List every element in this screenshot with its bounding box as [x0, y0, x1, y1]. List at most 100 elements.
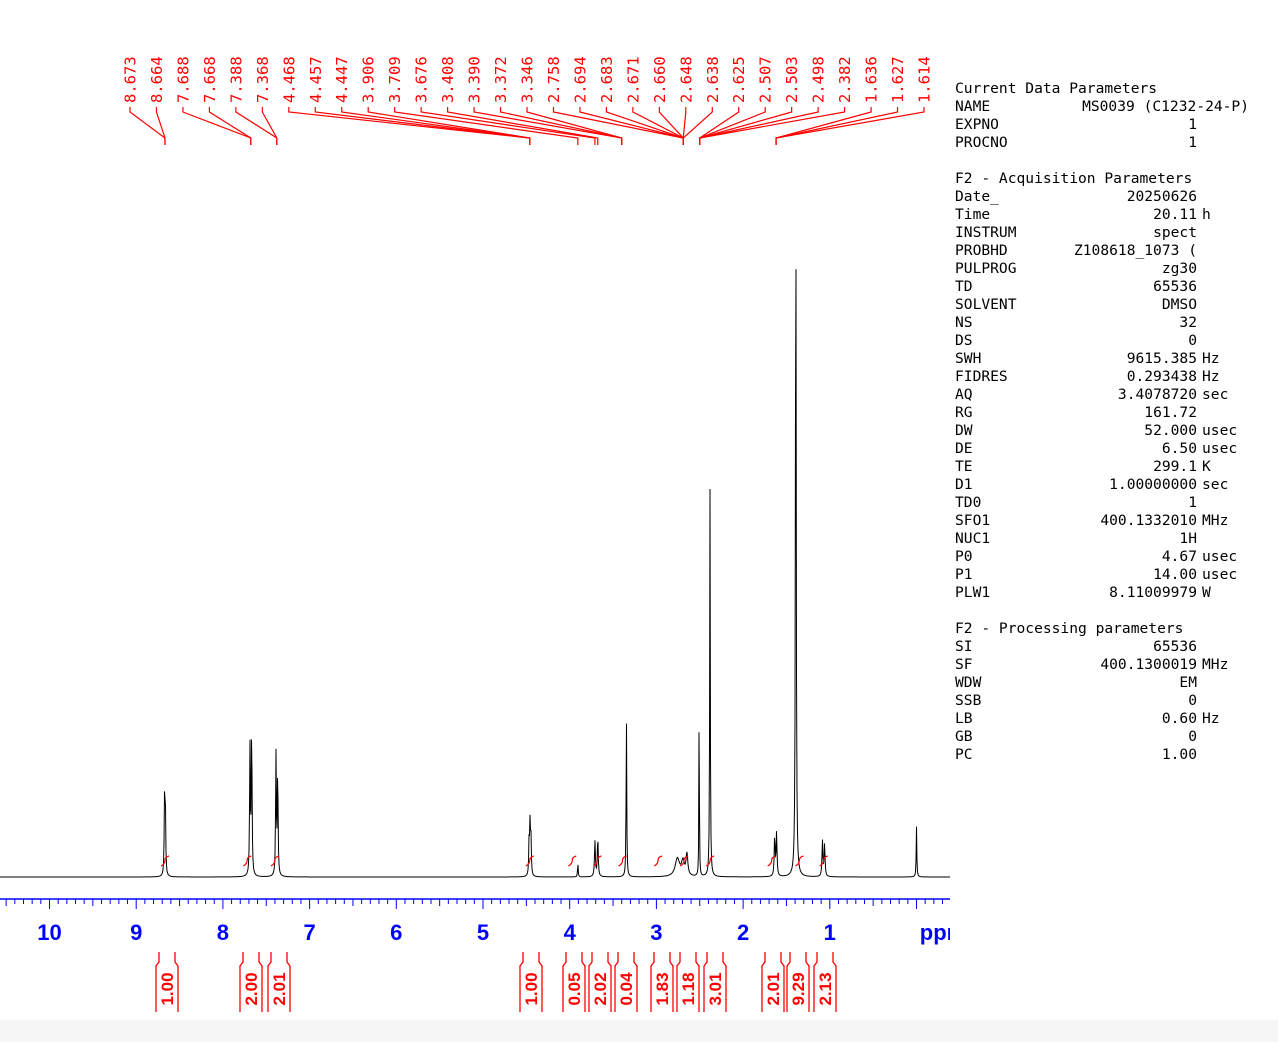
peak-label: 7.368	[254, 56, 272, 103]
integral-value: 0.05	[565, 972, 584, 1005]
param-value: 1	[1188, 134, 1197, 151]
param-row: DE 6.50 usec	[955, 440, 1275, 458]
integral-bracket	[562, 952, 586, 1012]
integral-value: 1.18	[679, 972, 698, 1005]
ppm-axis: 10 9 8 7 6 5 4 3 2 1 ppm	[0, 898, 950, 945]
peak-label: 3.906	[360, 56, 378, 103]
processing-params-title: F2 - Processing parameters	[955, 620, 1184, 637]
param-key: TD0	[955, 494, 982, 511]
axis-tick-label: 10	[37, 920, 61, 945]
peak-label: 2.671	[624, 56, 642, 103]
param-key: P1	[955, 566, 973, 583]
param-key: NS	[955, 314, 973, 331]
integral-bracket	[761, 952, 785, 1012]
param-key: EXPNO	[955, 116, 999, 133]
param-row: SF 400.1300019 MHz	[955, 656, 1275, 674]
param-value: 1	[1188, 494, 1197, 511]
peak-label: 4.447	[333, 56, 351, 103]
param-key: SOLVENT	[955, 296, 1017, 313]
param-key: SWH	[955, 350, 982, 367]
param-value: 0.293438	[1126, 368, 1197, 385]
peak-label: 8.673	[122, 56, 140, 103]
integral-curve	[242, 855, 252, 867]
integral-value: 2.00	[242, 972, 261, 1005]
peak-label-connector	[447, 107, 599, 145]
param-row: PROBHD Z108618_1073 (	[955, 242, 1275, 260]
axis-tick-label: 4	[564, 920, 577, 945]
param-unit: usec	[1202, 566, 1238, 583]
param-unit: MHz	[1202, 512, 1229, 529]
bottom-strip	[0, 1020, 1278, 1042]
peak-label: 3.709	[386, 56, 404, 103]
param-value: 1	[1188, 116, 1197, 133]
peak-label: 3.346	[519, 56, 537, 103]
integral-bracket	[786, 952, 810, 1012]
param-row: EXPNO 1	[955, 116, 1275, 134]
axis-tick-label: 1	[824, 920, 836, 945]
integral-value: 2.13	[816, 972, 835, 1005]
peak-label-connector	[699, 107, 846, 145]
param-key: DS	[955, 332, 973, 349]
param-value: 0	[1188, 692, 1197, 709]
param-key: PC	[955, 746, 973, 763]
param-value: 299.1	[1153, 458, 1197, 475]
param-value: DMSO	[1161, 296, 1197, 313]
param-row: PC 1.00	[955, 746, 1275, 764]
param-key: SI	[955, 638, 973, 655]
param-unit: K	[1202, 458, 1211, 475]
peak-label: 2.382	[836, 56, 854, 103]
param-key: DE	[955, 440, 973, 457]
integral-curve	[819, 855, 828, 867]
param-unit: sec	[1202, 476, 1229, 493]
peak-label: 3.390	[466, 56, 484, 103]
acquisition-params-list: Date_ 20250626 Time 20.11 h INSTRUM spect PROBH…	[955, 188, 1275, 602]
integral-curve	[679, 855, 689, 867]
param-key: SSB	[955, 692, 982, 709]
spectrum-trace	[0, 269, 950, 878]
peak-label-connector	[129, 107, 166, 145]
param-value: 9615.385	[1126, 350, 1197, 367]
nmr-spectrum-chart: 8.673 8.664 7.688 7.668 7.388 7.368 4.468 4.457…	[0, 56, 950, 1012]
peak-label: 8.664	[148, 56, 166, 103]
param-value: spect	[1153, 224, 1197, 241]
param-row: NAME MS0039 (C1232-24-P)	[955, 98, 1275, 116]
axis-tick-label: 9	[130, 920, 142, 945]
integral-curve	[795, 855, 804, 867]
peak-label-connector	[182, 107, 252, 145]
param-unit: MHz	[1202, 656, 1229, 673]
integral-curve	[705, 855, 715, 867]
param-unit: usec	[1202, 440, 1238, 457]
param-row: D1 1.00000000 sec	[955, 476, 1275, 494]
integral-curve	[568, 855, 577, 867]
integral-bracket	[614, 952, 638, 1012]
param-row: SFO1 400.1332010 MHz	[955, 512, 1275, 530]
param-row: P0 4.67 usec	[955, 548, 1275, 566]
param-value: MS0039 (C1232-24-P)	[1082, 98, 1249, 115]
param-value: 0	[1188, 332, 1197, 349]
param-value: zg30	[1161, 260, 1197, 277]
integral-bracket	[676, 952, 700, 1012]
param-row: TD0 1	[955, 494, 1275, 512]
param-key: SFO1	[955, 512, 991, 529]
param-key: PULPROG	[955, 260, 1017, 277]
integral-value: 3.01	[706, 972, 725, 1005]
peak-label-connector	[699, 107, 793, 145]
param-unit: h	[1202, 206, 1211, 223]
param-value: 3.4078720	[1117, 386, 1197, 403]
peak-label: 1.636	[863, 56, 881, 103]
integral-bracket	[519, 952, 543, 1012]
param-unit: Hz	[1202, 710, 1220, 727]
integral-bracket	[239, 952, 263, 1012]
peak-label: 7.688	[174, 56, 192, 103]
peak-label-connector	[775, 107, 899, 145]
param-key: GB	[955, 728, 973, 745]
param-row: TD 65536	[955, 278, 1275, 296]
param-row: DW 52.000 usec	[955, 422, 1275, 440]
param-value: 400.1300019	[1100, 656, 1197, 673]
axis-tick-label: 8	[217, 920, 229, 945]
param-value: 14.00	[1153, 566, 1197, 583]
integral-value: 9.29	[789, 972, 808, 1005]
acquisition-params-title: F2 - Acquisition Parameters	[955, 170, 1193, 187]
param-row: WDW EM	[955, 674, 1275, 692]
peak-label: 2.683	[598, 56, 616, 103]
